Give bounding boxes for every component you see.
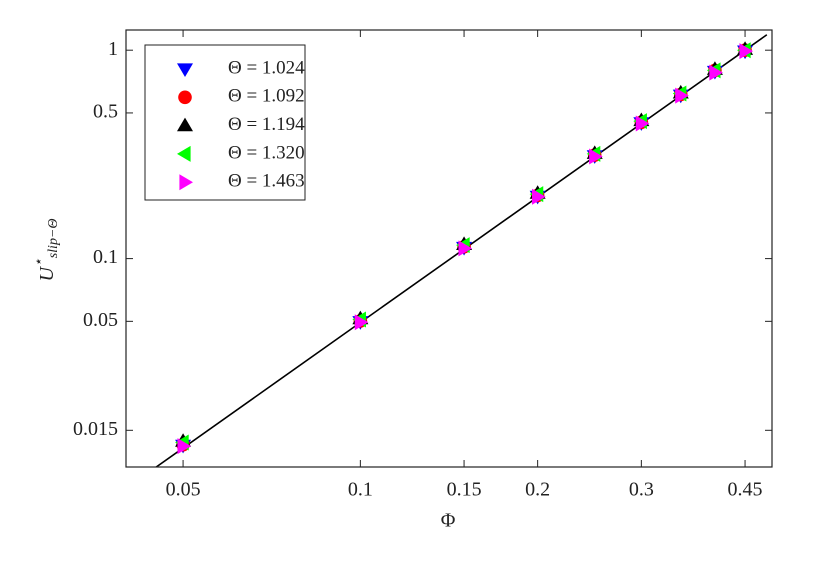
legend-label: Θ = 1.092	[228, 86, 305, 107]
legend-marker	[179, 174, 193, 191]
point	[635, 115, 650, 132]
y-tick-label: 0.5	[93, 101, 118, 123]
y-label-base: U	[36, 266, 58, 282]
legend-marker	[177, 145, 191, 162]
plot-frame	[125, 29, 773, 468]
point	[177, 438, 192, 455]
x-tick-label: 0.45	[728, 479, 763, 501]
point	[589, 148, 603, 165]
y-label-sup: ⋆	[32, 258, 47, 267]
legend: Θ = 1.024 Θ = 1.092 Θ = 1.194 Θ = 1.320 Θ = …	[144, 44, 306, 201]
legend-label: Θ = 1.194	[228, 114, 305, 135]
x-tick-label: 0.2	[525, 479, 550, 501]
legend-marker	[177, 117, 193, 132]
legend-label: Θ = 1.024	[228, 57, 305, 78]
point	[532, 188, 546, 205]
legend-label: Θ = 1.320	[228, 142, 305, 163]
point	[709, 64, 723, 81]
y-tick-label: 0.05	[83, 309, 118, 331]
point	[354, 314, 369, 331]
x-tick-label: 0.1	[348, 479, 373, 501]
y-label-sub: slip−Θ	[46, 218, 61, 258]
x-tick-label: 0.05	[166, 479, 201, 501]
x-tick-label: 0.15	[447, 479, 482, 501]
x-axis-label: Φ	[441, 510, 456, 532]
point	[739, 43, 754, 60]
y-tick-label: 1	[108, 38, 118, 60]
legend-marker	[177, 63, 193, 77]
y-tick-label: 0.1	[93, 246, 118, 268]
legend-label: Θ = 1.463	[228, 171, 305, 192]
point	[675, 87, 689, 104]
y-tick-label: 0.015	[73, 418, 118, 440]
x-tick-label: 0.3	[629, 479, 654, 501]
legend-marker	[178, 90, 192, 105]
point	[458, 240, 473, 257]
y-axis-label: U⋆slip−Θ	[32, 218, 61, 281]
legend-box	[144, 44, 306, 201]
